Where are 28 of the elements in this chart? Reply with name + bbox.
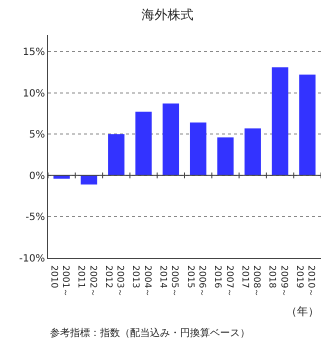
x-tick-label: 2003～ 2012: [102, 265, 125, 298]
y-tick-label: -10%: [19, 254, 45, 264]
bar: [80, 175, 98, 184]
x-tick-label: 2010～ 2019: [294, 265, 316, 298]
y-tick-label: 5%: [29, 130, 45, 141]
x-tick-label: 2001～ 2010: [48, 265, 70, 298]
bar: [217, 137, 234, 176]
bar: [190, 122, 206, 176]
y-tick-label: 10%: [22, 88, 45, 100]
chart-title: 海外株式: [142, 8, 194, 24]
bar: [272, 67, 288, 176]
x-tick-label: 2004～ 2013: [130, 265, 152, 298]
bar: [244, 128, 261, 176]
bar: [299, 74, 316, 176]
x-tick-label: 2005～ 2014: [158, 265, 180, 298]
x-axis-title: （年）: [286, 305, 319, 318]
bar: [135, 112, 152, 176]
y-tick-label: -5%: [26, 212, 45, 224]
text: 参考指標：指数（配当込み・円換算ベース）: [50, 327, 250, 338]
x-tick-label: 2009～ 2018: [266, 265, 288, 298]
y-tick-label: 15%: [22, 47, 45, 58]
bar: [162, 104, 180, 176]
y-tick-label: 0%: [29, 170, 45, 182]
x-tick-label: 2002～ 2011: [76, 265, 98, 298]
x-tick-label: 2008～ 2017: [239, 265, 262, 298]
x-tick-label: 2006～ 2015: [184, 265, 206, 298]
bar: [108, 134, 124, 176]
x-tick-label: 2007～ 2016: [212, 265, 234, 298]
